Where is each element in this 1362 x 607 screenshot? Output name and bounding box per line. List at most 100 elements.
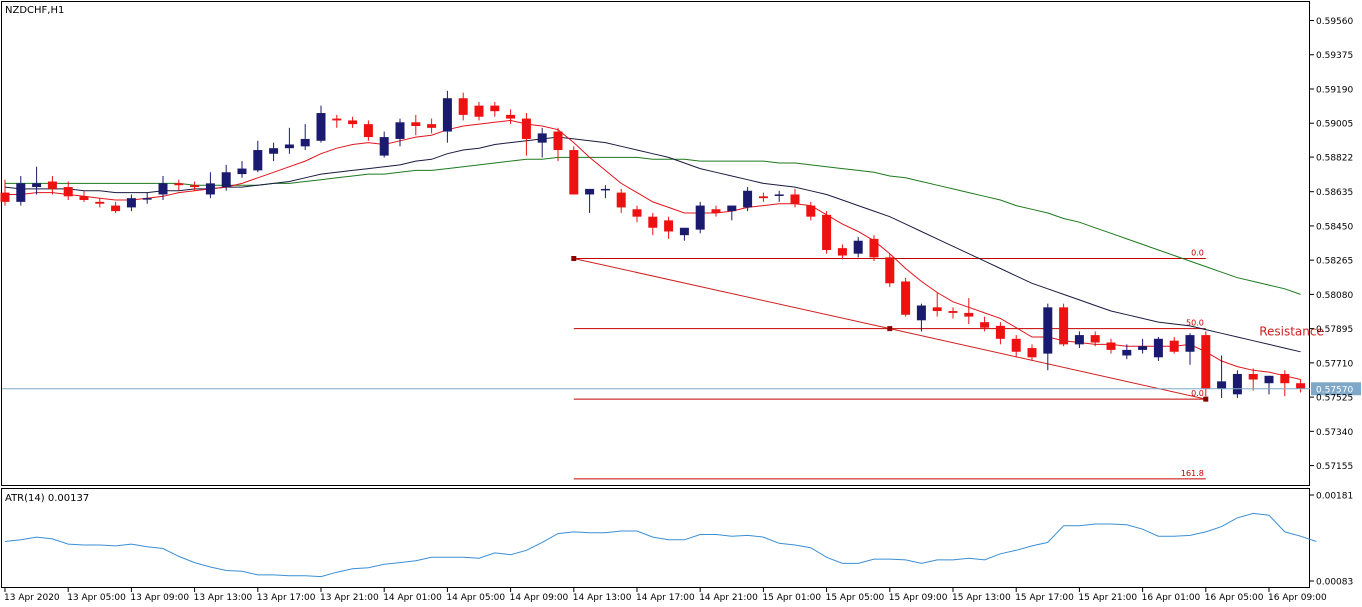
candle (442, 90, 452, 143)
candle-body (553, 131, 563, 151)
candle-body (411, 122, 421, 126)
candle-body (711, 209, 721, 213)
candle (379, 131, 389, 158)
candle-body (537, 133, 547, 143)
price-tick-label: 0.58080 (1316, 291, 1353, 301)
candle-body (521, 118, 531, 139)
candle-body (174, 183, 184, 186)
candle (553, 127, 563, 162)
candle (1106, 338, 1116, 354)
time-tick-label: 13 Apr 05:00 (67, 593, 126, 603)
candle-body (16, 183, 26, 202)
candle-body (332, 118, 342, 121)
candle (221, 164, 231, 191)
candle-body (1280, 373, 1290, 384)
candle (411, 114, 421, 136)
time-tick-label: 14 Apr 01:00 (383, 593, 442, 603)
candle (916, 303, 926, 332)
candle (774, 190, 784, 202)
candle (79, 190, 89, 202)
trendline-anchor (887, 326, 893, 332)
candle-body (727, 205, 737, 212)
candles-group[interactable] (0, 90, 1306, 399)
candle (632, 205, 642, 223)
price-tick-label: 0.57340 (1316, 428, 1353, 438)
candle (679, 227, 689, 241)
candle (237, 161, 247, 178)
candle (1217, 355, 1227, 399)
time-tick-label: 13 Apr 17:00 (257, 593, 316, 603)
candle (47, 175, 57, 195)
time-axis: 13 Apr 2020 13 Apr 05:00 13 Apr 09:00 13 Ap… (4, 588, 1327, 603)
candle (458, 92, 468, 121)
candle-body (806, 205, 816, 217)
candle-body (0, 192, 10, 202)
candle (569, 146, 579, 195)
price-tick-label: 0.58450 (1316, 222, 1353, 232)
candle (0, 179, 10, 206)
candle (16, 175, 26, 206)
candle (932, 292, 942, 317)
candle (363, 120, 373, 141)
price-tick-label: 0.57895 (1316, 325, 1353, 335)
candle (1232, 370, 1242, 399)
time-tick-label: 15 Apr 01:00 (762, 593, 821, 603)
candle (758, 192, 768, 202)
candle-body (869, 238, 879, 258)
candle-body (1122, 349, 1132, 356)
candle-body (79, 196, 89, 201)
candle (995, 322, 1005, 345)
candle-body (1153, 338, 1163, 358)
candle-body (363, 124, 373, 138)
candle (490, 101, 500, 117)
candle (63, 181, 73, 201)
candle-body (190, 185, 200, 188)
candle (901, 277, 911, 317)
candle (1138, 338, 1148, 354)
candle (1043, 303, 1053, 371)
candle-body (901, 281, 911, 315)
candle (1074, 331, 1084, 349)
candle (853, 237, 863, 258)
time-tick-label: 13 Apr 21:00 (320, 593, 379, 603)
candle-body (32, 183, 42, 188)
candle-body (822, 214, 832, 250)
candle-body (790, 194, 800, 204)
candle-body (1074, 335, 1084, 345)
candle-body (995, 325, 1005, 339)
candle (1264, 375, 1274, 395)
candle (300, 124, 310, 151)
candle-body (1138, 346, 1148, 350)
time-tick-label: 14 Apr 13:00 (573, 593, 632, 603)
candle (1280, 370, 1290, 397)
time-tick-label: 16 Apr 01:00 (1142, 593, 1201, 603)
candle (205, 172, 215, 199)
current-price-label: 0.57570 (1316, 385, 1353, 395)
atr-tick-label: 0.00181 (1316, 492, 1353, 502)
candle (348, 116, 358, 128)
candle-body (1011, 338, 1021, 352)
candle-body (126, 198, 136, 208)
price-tick-label: 0.57525 (1316, 394, 1353, 404)
candle-body (1090, 335, 1100, 343)
candle-body (1027, 348, 1037, 358)
time-tick-label: 16 Apr 05:00 (1205, 593, 1264, 603)
candle-body (442, 98, 452, 132)
symbol-label: NZDCHF,H1 (5, 5, 64, 16)
candle-body (458, 98, 468, 115)
candle-body (506, 114, 516, 119)
time-tick-label: 15 Apr 05:00 (826, 593, 885, 603)
price-tick-label: 0.59375 (1316, 51, 1353, 61)
candle (1122, 344, 1132, 360)
time-tick-label: 13 Apr 13:00 (194, 593, 253, 603)
candle (664, 216, 674, 239)
candle-body (490, 105, 500, 112)
candle-body (1185, 335, 1195, 352)
trendline-anchor (1203, 396, 1209, 402)
atr-label: ATR(14) 0.00137 (5, 493, 89, 504)
candle-body (648, 216, 658, 228)
candle-body (95, 201, 105, 204)
candle (600, 185, 610, 199)
time-tick-label: 15 Apr 17:00 (1015, 593, 1074, 603)
